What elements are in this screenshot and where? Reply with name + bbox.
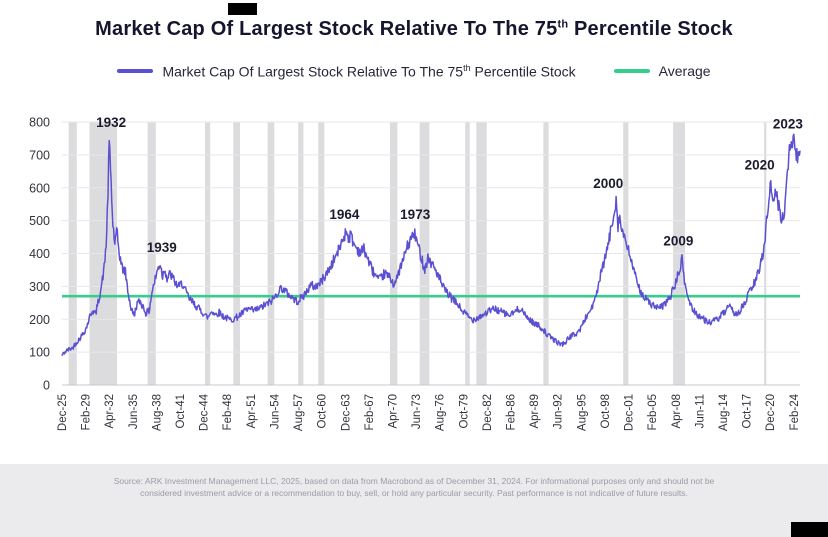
svg-text:Apr-70: Apr-70 bbox=[388, 394, 400, 429]
series-line bbox=[61, 133, 801, 356]
svg-text:Oct-41: Oct-41 bbox=[175, 394, 187, 429]
svg-text:1932: 1932 bbox=[96, 115, 126, 130]
svg-text:400: 400 bbox=[29, 247, 50, 261]
average-line-swatch bbox=[613, 69, 650, 74]
svg-text:Feb-86: Feb-86 bbox=[506, 394, 518, 430]
peak-annotations: 1932 1939 1964 1973 2000 2009 2020 2023 bbox=[96, 115, 803, 255]
y-axis-labels: 0 100 200 300 400 500 600 700 800 bbox=[29, 116, 50, 393]
svg-text:Dec-82: Dec-82 bbox=[482, 394, 494, 431]
title-text: Market Cap Of Largest Stock Relative To … bbox=[95, 18, 558, 40]
legend-label-average: Average bbox=[658, 63, 711, 80]
svg-text:Dec-01: Dec-01 bbox=[624, 394, 636, 431]
svg-text:Dec-25: Dec-25 bbox=[57, 394, 69, 431]
svg-text:Aug-38: Aug-38 bbox=[151, 394, 163, 431]
source-footer: Source: ARK Investment Management LLC, 2… bbox=[0, 464, 828, 537]
svg-text:Feb-05: Feb-05 bbox=[647, 394, 659, 430]
svg-text:2020: 2020 bbox=[745, 158, 775, 173]
legend-item-average: Average bbox=[613, 63, 711, 80]
svg-text:600: 600 bbox=[29, 181, 50, 195]
svg-text:Dec-44: Dec-44 bbox=[199, 393, 211, 431]
svg-text:300: 300 bbox=[29, 280, 50, 294]
svg-text:Oct-60: Oct-60 bbox=[317, 394, 329, 429]
svg-text:Jun-92: Jun-92 bbox=[553, 394, 565, 429]
svg-text:Apr-51: Apr-51 bbox=[246, 394, 258, 429]
svg-text:800: 800 bbox=[29, 116, 50, 130]
svg-text:Apr-08: Apr-08 bbox=[671, 394, 683, 429]
svg-text:2000: 2000 bbox=[593, 176, 623, 191]
svg-text:Feb-24: Feb-24 bbox=[789, 393, 801, 430]
svg-text:Jun-54: Jun-54 bbox=[270, 393, 282, 429]
svg-text:2023: 2023 bbox=[773, 117, 804, 132]
title-text-post: Percentile Stock bbox=[568, 18, 733, 40]
svg-text:0: 0 bbox=[43, 379, 50, 393]
svg-text:100: 100 bbox=[29, 346, 50, 360]
svg-text:Dec-20: Dec-20 bbox=[765, 394, 777, 431]
svg-text:Apr-89: Apr-89 bbox=[529, 394, 541, 429]
line-chart: 0 100 200 300 400 500 600 700 800 Dec-25 Feb-29 Ap… bbox=[29, 115, 803, 431]
legend-item-series: Market Cap Of Largest Stock Relative To … bbox=[117, 63, 576, 80]
svg-text:Aug-95: Aug-95 bbox=[576, 394, 588, 431]
svg-text:Feb-29: Feb-29 bbox=[81, 394, 93, 430]
svg-text:Oct-17: Oct-17 bbox=[742, 394, 754, 429]
page-title: Market Cap Of Largest Stock Relative To … bbox=[0, 18, 828, 41]
svg-text:Jun-35: Jun-35 bbox=[128, 394, 140, 429]
svg-text:Apr-32: Apr-32 bbox=[104, 394, 116, 429]
svg-text:1973: 1973 bbox=[400, 207, 431, 222]
legend-series-superscript: th bbox=[463, 63, 471, 73]
svg-text:Aug-57: Aug-57 bbox=[293, 394, 305, 431]
source-text-line2: considered investment advice or a recomm… bbox=[140, 488, 688, 498]
svg-text:Jun-73: Jun-73 bbox=[411, 394, 423, 429]
title-superscript: th bbox=[557, 18, 569, 31]
svg-text:1939: 1939 bbox=[147, 240, 177, 255]
legend-series-text-post: Percentile Stock bbox=[470, 63, 576, 80]
svg-text:2009: 2009 bbox=[663, 233, 693, 248]
legend-series-text: Market Cap Of Largest Stock Relative To … bbox=[162, 63, 464, 80]
video-overlay-artifact-top bbox=[228, 3, 257, 15]
svg-text:Feb-67: Feb-67 bbox=[364, 394, 376, 430]
svg-text:500: 500 bbox=[29, 214, 50, 228]
svg-text:Aug-76: Aug-76 bbox=[435, 394, 447, 431]
source-text-line1: Source: ARK Investment Management LLC, 2… bbox=[113, 476, 715, 486]
video-overlay-artifact-bottom bbox=[791, 522, 828, 537]
svg-text:Oct-79: Oct-79 bbox=[458, 394, 470, 429]
legend-label-series: Market Cap Of Largest Stock Relative To … bbox=[162, 63, 575, 80]
svg-text:Jun-11: Jun-11 bbox=[694, 394, 706, 428]
svg-text:200: 200 bbox=[29, 313, 50, 327]
svg-text:Oct-98: Oct-98 bbox=[600, 394, 612, 429]
svg-text:Dec-63: Dec-63 bbox=[340, 394, 352, 431]
svg-text:1964: 1964 bbox=[329, 207, 360, 222]
svg-text:Aug-14: Aug-14 bbox=[718, 393, 730, 431]
chart-legend: Market Cap Of Largest Stock Relative To … bbox=[0, 63, 828, 80]
svg-text:Feb-48: Feb-48 bbox=[222, 394, 234, 430]
x-axis-labels: Dec-25 Feb-29 Apr-32 Jun-35 Aug-38 Oct-41 Dec-… bbox=[57, 393, 801, 431]
series-line-swatch bbox=[117, 69, 154, 74]
svg-text:700: 700 bbox=[29, 148, 50, 162]
